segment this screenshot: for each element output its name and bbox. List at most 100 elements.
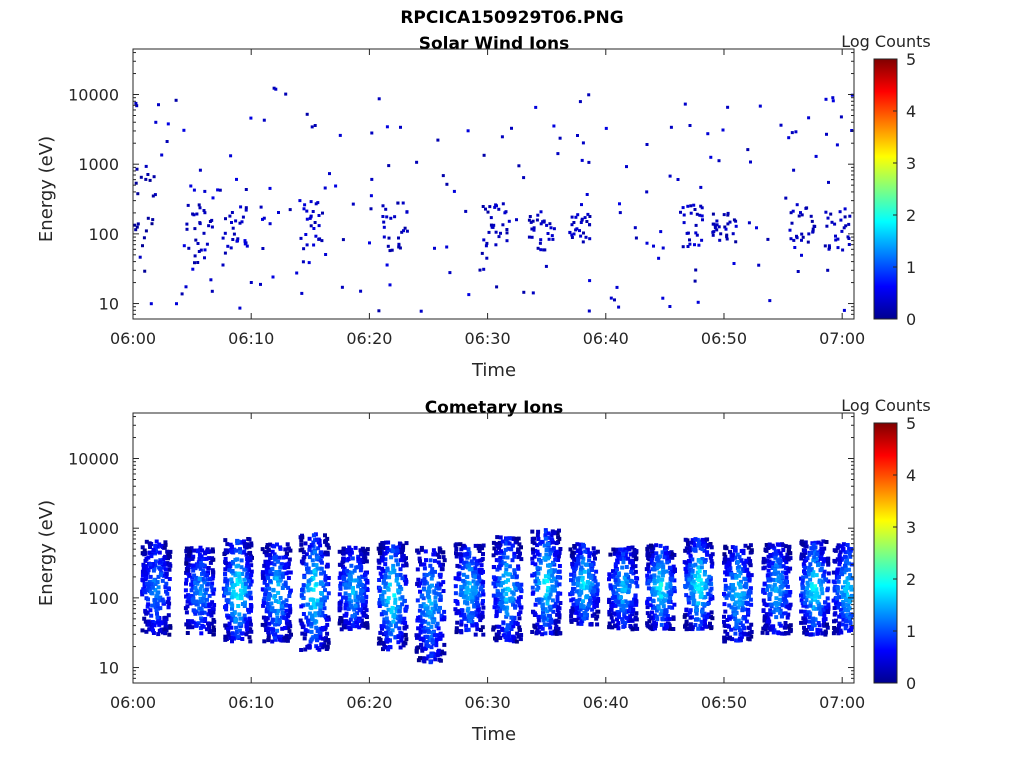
heatmap-cell xyxy=(734,574,739,578)
heatmap-cell xyxy=(482,267,486,271)
heatmap-cell xyxy=(135,167,139,171)
heatmap-cell xyxy=(423,619,428,624)
heatmap-cell xyxy=(436,650,441,654)
heatmap-cell xyxy=(196,261,200,264)
heatmap-cell xyxy=(514,574,519,579)
heatmap-cell xyxy=(249,543,254,548)
heatmap-cell xyxy=(480,251,484,255)
heatmap-cell xyxy=(228,636,233,640)
heatmap-cell xyxy=(835,143,839,147)
panel-title: Cometary Ions xyxy=(425,398,564,418)
heatmap-cell xyxy=(273,571,278,576)
heatmap-cell xyxy=(576,621,581,626)
heatmap-cell xyxy=(377,604,382,608)
heatmap-cell xyxy=(628,578,633,583)
heatmap-cell xyxy=(513,605,518,610)
heatmap-cell xyxy=(700,206,704,210)
heatmap-cell xyxy=(317,224,321,228)
x-tick-label: 07:00 xyxy=(819,329,865,348)
heatmap-cell xyxy=(627,583,632,588)
heatmap-cell xyxy=(356,554,361,559)
heatmap-cell xyxy=(429,601,434,606)
heatmap-cell xyxy=(465,586,470,591)
heatmap-cell xyxy=(575,605,579,610)
heatmap-cell xyxy=(403,574,408,579)
heatmap-cell xyxy=(700,537,705,542)
heatmap-cell xyxy=(546,535,551,540)
heatmap-cell xyxy=(499,559,504,564)
heatmap-cell xyxy=(261,600,266,605)
heatmap-cell xyxy=(185,568,190,573)
heatmap-cell xyxy=(475,627,480,632)
heatmap-cell xyxy=(415,160,419,164)
heatmap-cell xyxy=(556,619,561,624)
heatmap-cell xyxy=(732,262,736,265)
heatmap-cell xyxy=(370,177,374,181)
heatmap-cell xyxy=(504,592,509,596)
heatmap-cell xyxy=(842,308,846,312)
heatmap-cell xyxy=(211,625,216,630)
heatmap-cell xyxy=(553,601,558,606)
heatmap-cell xyxy=(545,609,550,614)
heatmap-cell xyxy=(819,556,823,561)
heatmap-cell xyxy=(149,554,154,559)
heatmap-cell xyxy=(223,637,228,642)
heatmap-cell xyxy=(664,569,669,574)
heatmap-cell xyxy=(815,591,820,596)
heatmap-cell xyxy=(356,556,361,561)
heatmap-cell xyxy=(198,626,203,631)
heatmap-cell xyxy=(398,547,403,552)
heatmap-cell xyxy=(803,620,807,625)
heatmap-cell xyxy=(814,573,819,578)
heatmap-cell xyxy=(494,609,499,614)
heatmap-cell xyxy=(505,612,510,617)
heatmap-cell xyxy=(318,604,323,609)
heatmap-cell xyxy=(742,631,747,636)
heatmap-cell xyxy=(683,566,688,571)
heatmap-cell xyxy=(247,635,252,640)
heatmap-cell xyxy=(478,587,483,592)
heatmap-cell xyxy=(161,557,166,562)
heatmap-cell xyxy=(552,576,557,581)
heatmap-cell xyxy=(376,641,381,646)
heatmap-cell xyxy=(647,619,652,624)
heatmap-cell xyxy=(262,578,267,583)
heatmap-cell xyxy=(701,218,704,222)
heatmap-cell xyxy=(607,572,612,577)
heatmap-cell xyxy=(587,160,591,164)
heatmap-cell xyxy=(276,574,281,579)
heatmap-cell xyxy=(494,230,498,234)
heatmap-cell xyxy=(717,225,721,229)
heatmap-cell xyxy=(555,595,560,599)
heatmap-cell xyxy=(493,205,497,209)
heatmap-cell xyxy=(777,579,782,584)
heatmap-cell xyxy=(695,586,700,591)
heatmap-cell xyxy=(576,611,581,616)
heatmap-cell xyxy=(421,656,426,661)
heatmap-cell xyxy=(325,536,330,541)
heatmap-cell xyxy=(431,653,436,658)
heatmap-cells xyxy=(133,86,854,313)
heatmap-cell xyxy=(299,604,304,609)
heatmap-cell xyxy=(733,545,738,550)
heatmap-cell xyxy=(702,602,707,607)
heatmap-cell xyxy=(312,619,317,624)
heatmap-cell xyxy=(360,622,365,627)
heatmap-cell xyxy=(722,557,727,562)
heatmap-cell xyxy=(152,175,156,179)
heatmap-cell xyxy=(554,541,559,546)
heatmap-cell xyxy=(383,551,388,556)
heatmap-cell xyxy=(702,595,707,600)
heatmap-cell xyxy=(510,558,515,563)
heatmap-cell xyxy=(613,598,618,603)
heatmap-cell xyxy=(282,615,287,620)
heatmap-cell xyxy=(709,586,714,591)
heatmap-cell xyxy=(481,632,486,637)
heatmap-cell xyxy=(360,588,365,593)
heatmap-cell xyxy=(511,620,516,625)
heatmap-cell xyxy=(439,613,444,618)
heatmap-cell xyxy=(306,588,311,593)
heatmap-cell xyxy=(554,580,559,585)
heatmap-cell xyxy=(839,218,843,222)
heatmap-cell xyxy=(513,540,518,545)
